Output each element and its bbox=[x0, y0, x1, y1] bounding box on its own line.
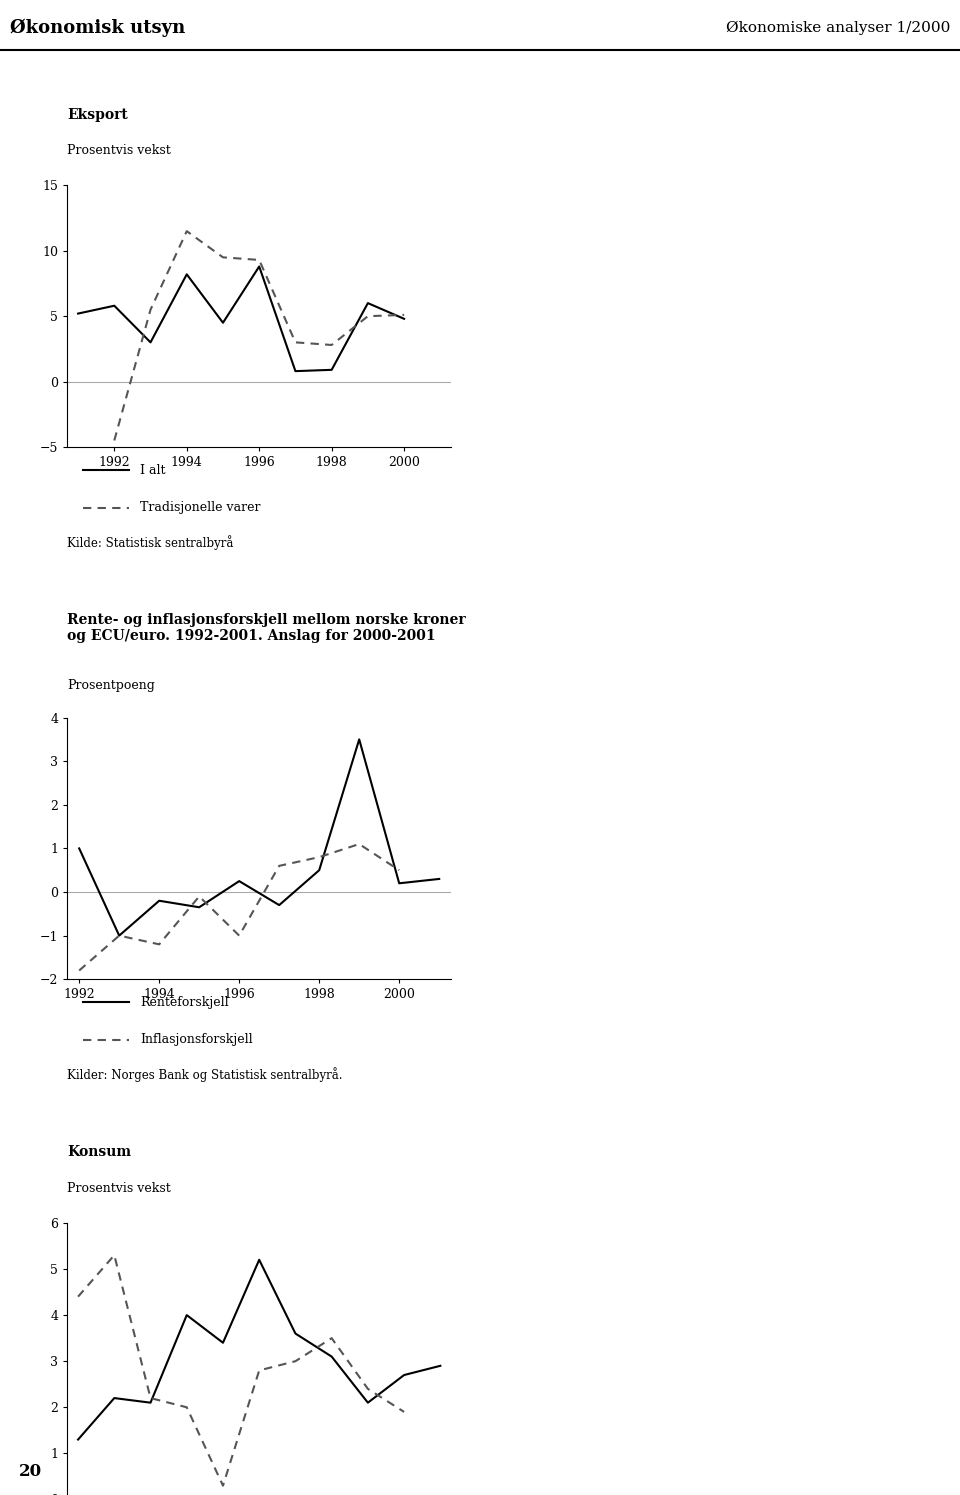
Text: Kilde: Statistisk sentralbyrå: Kilde: Statistisk sentralbyrå bbox=[67, 535, 233, 550]
Text: I alt: I alt bbox=[140, 463, 166, 477]
Text: Inflasjonsforskjell: Inflasjonsforskjell bbox=[140, 1033, 252, 1046]
Text: Rente- og inflasjonsforskjell mellom norske kroner
og ECU/euro. 1992-2001. Ansla: Rente- og inflasjonsforskjell mellom nor… bbox=[67, 613, 466, 643]
Text: Tradisjonelle varer: Tradisjonelle varer bbox=[140, 501, 261, 514]
Text: 20: 20 bbox=[19, 1462, 42, 1480]
Text: Økonomisk utsyn: Økonomisk utsyn bbox=[10, 18, 185, 37]
Text: Prosentvis vekst: Prosentvis vekst bbox=[67, 1181, 171, 1195]
Text: Kilder: Norges Bank og Statistisk sentralbyrå.: Kilder: Norges Bank og Statistisk sentra… bbox=[67, 1067, 343, 1082]
Text: Renteforskjell: Renteforskjell bbox=[140, 996, 228, 1009]
Text: Prosentvis vekst: Prosentvis vekst bbox=[67, 144, 171, 157]
Text: Prosentpoeng: Prosentpoeng bbox=[67, 679, 156, 692]
Text: Eksport: Eksport bbox=[67, 108, 128, 121]
Text: Konsum: Konsum bbox=[67, 1145, 132, 1159]
Text: Økonomiske analyser 1/2000: Økonomiske analyser 1/2000 bbox=[726, 21, 950, 34]
